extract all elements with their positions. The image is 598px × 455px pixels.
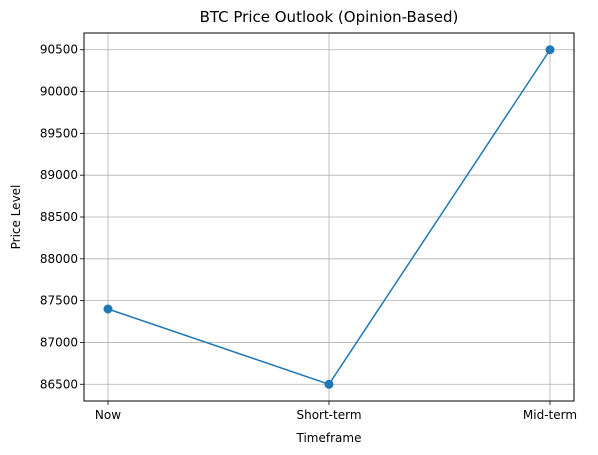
x-axis-ticks: Now Short-term Mid-term (95, 401, 577, 422)
y-tick-label: 90500 (40, 43, 78, 57)
y-axis-label: Price Level (9, 185, 23, 250)
data-point (324, 379, 334, 389)
x-tick-label: Short-term (296, 408, 361, 422)
data-point (545, 45, 555, 55)
x-tick-label: Mid-term (523, 408, 577, 422)
y-tick-label: 87500 (40, 294, 78, 308)
series-markers (103, 45, 555, 389)
y-tick-label: 89000 (40, 168, 78, 182)
chart-title: BTC Price Outlook (Opinion-Based) (200, 8, 459, 26)
y-axis-ticks: 86500 87000 87500 88000 88500 89000 89500 90000… (40, 43, 84, 391)
x-axis-label: Timeframe (296, 431, 362, 445)
y-tick-label: 88000 (40, 252, 78, 266)
y-tick-label: 86500 (40, 377, 78, 391)
y-tick-label: 90000 (40, 85, 78, 99)
y-tick-label: 88500 (40, 210, 78, 224)
data-point (103, 304, 113, 314)
x-tick-label: Now (95, 408, 121, 422)
grid-lines (84, 33, 574, 401)
y-tick-label: 89500 (40, 126, 78, 140)
y-tick-label: 87000 (40, 335, 78, 349)
